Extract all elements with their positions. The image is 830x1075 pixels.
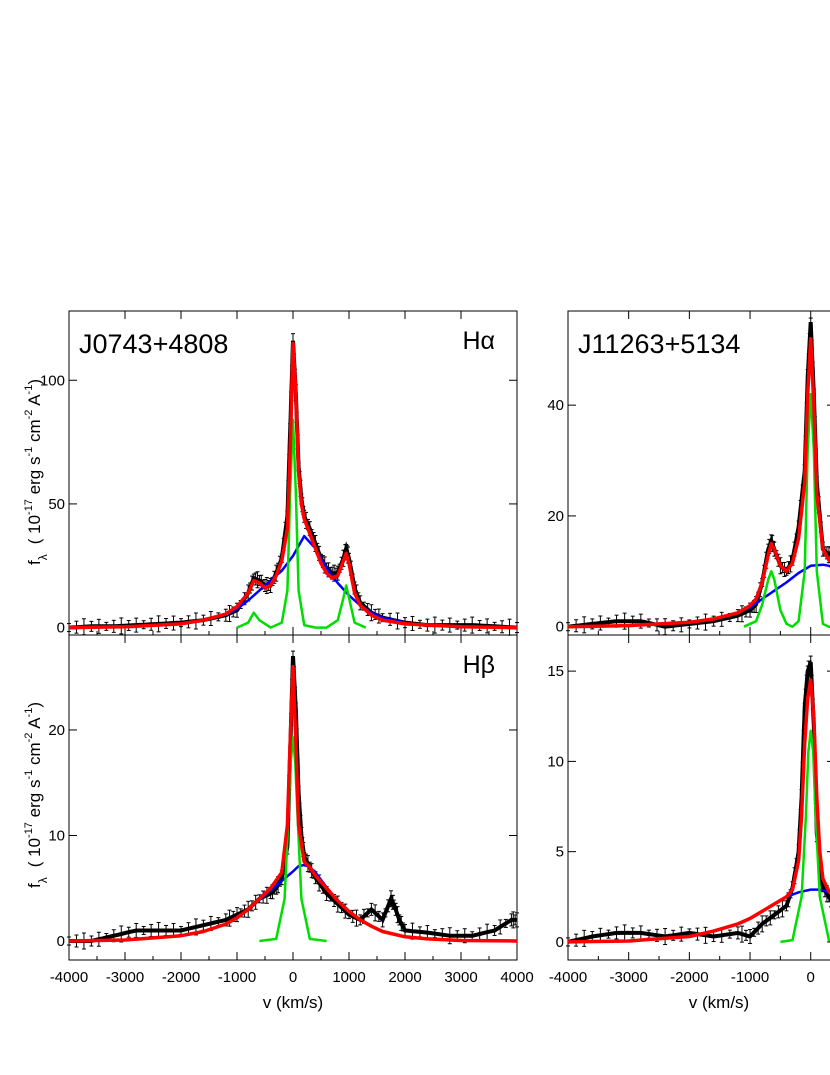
y-unit-open: ( 10 bbox=[25, 838, 44, 867]
object-label: J11263+5134 bbox=[578, 329, 740, 359]
series-narrow-line bbox=[259, 736, 327, 943]
y-axis-label-bottom: fλ( 10-17 erg s-1 cm-2 A-1) bbox=[23, 702, 50, 888]
y-unit-exp2: -1 bbox=[23, 447, 35, 457]
x-tick-label: -4000 bbox=[50, 969, 88, 986]
y-unit-close: ) bbox=[25, 702, 44, 708]
x-tick-label: 0 bbox=[807, 969, 815, 986]
y-axis-label-text: fλ( 10-17 erg s-1 cm-2 A-1) bbox=[23, 702, 50, 888]
panel-2: -4000 -3000 -2000 -1000 0 1000 2000 3000 4000 v (… bbox=[48, 634, 534, 1012]
series-narrow-line bbox=[743, 392, 830, 628]
y-tick-label: 50 bbox=[48, 496, 65, 513]
y-tick-label: 100 bbox=[40, 372, 65, 389]
x-tick-label: 3000 bbox=[444, 969, 477, 986]
y-tick-label: 20 bbox=[547, 508, 564, 525]
y-tick-label: 10 bbox=[547, 753, 564, 770]
y-tick-label: 5 bbox=[556, 844, 564, 861]
y-unit-erg: erg s bbox=[25, 780, 44, 823]
y-tick-label: 40 bbox=[547, 397, 564, 414]
plot-frame bbox=[567, 634, 830, 961]
x-axis-label: v (km/s) bbox=[263, 993, 323, 1012]
x-tick-label: -3000 bbox=[106, 969, 144, 986]
y-unit-exp2: -1 bbox=[23, 770, 35, 780]
y-unit-cm: cm bbox=[25, 742, 44, 769]
plot-frame bbox=[567, 310, 830, 636]
y-tick-label: 0 bbox=[57, 620, 65, 637]
flambda-f: f bbox=[25, 883, 44, 888]
y-unit-exp4: -1 bbox=[23, 385, 35, 395]
y-tick-label: 15 bbox=[547, 663, 564, 680]
line-label: Hα bbox=[462, 327, 495, 355]
series-total-line bbox=[567, 678, 830, 944]
object-label: J0743+4808 bbox=[79, 329, 228, 359]
x-tick-label: -4000 bbox=[549, 969, 587, 986]
y-unit-A: A bbox=[25, 394, 44, 410]
y-tick-label: 0 bbox=[57, 933, 65, 950]
y-tick-label: 0 bbox=[556, 934, 564, 951]
x-tick-label: -2000 bbox=[162, 969, 200, 986]
y-axis-label-text: fλ( 10-17 erg s-1 cm-2 A-1) bbox=[23, 379, 50, 565]
y-unit-close: ) bbox=[25, 379, 44, 385]
y-unit-exp3: -2 bbox=[23, 410, 35, 420]
y-unit-erg: erg s bbox=[25, 457, 44, 500]
x-axis-label: v (km/s) bbox=[689, 993, 749, 1012]
series-total-line bbox=[68, 341, 518, 630]
y-unit-exp1: -17 bbox=[23, 499, 35, 515]
y-unit-exp1: -17 bbox=[23, 822, 35, 838]
y-unit-exp4: -1 bbox=[23, 708, 35, 718]
y-axis-label-top: fλ( 10-17 erg s-1 cm-2 A-1) bbox=[23, 379, 50, 565]
y-unit-A: A bbox=[25, 717, 44, 733]
x-tick-label: -3000 bbox=[609, 969, 647, 986]
panel-4: -4000 -3000 -2000 -1000 0 v (km/s) 0 5 10 15 bbox=[547, 634, 830, 1012]
series-narrow-line bbox=[236, 418, 367, 629]
series-total-line bbox=[68, 664, 518, 943]
x-tick-label: -1000 bbox=[218, 969, 256, 986]
data-spectrum-line bbox=[567, 321, 830, 629]
y-tick-label: 20 bbox=[48, 722, 65, 739]
flambda-sub: λ bbox=[36, 877, 50, 883]
x-tick-label: 1000 bbox=[332, 969, 365, 986]
series-narrow-line bbox=[780, 729, 830, 944]
x-tick-label: -2000 bbox=[670, 969, 708, 986]
panel-3: 0 20 40 J11263+5134 bbox=[547, 310, 830, 636]
series-broad-line bbox=[737, 563, 830, 614]
x-tick-label: 2000 bbox=[388, 969, 421, 986]
y-unit-exp3: -2 bbox=[23, 733, 35, 743]
y-unit-cm: cm bbox=[25, 419, 44, 446]
panel-1: 0 50 100 J0743+4808 Hα bbox=[40, 310, 519, 637]
x-tick-label: -1000 bbox=[731, 969, 769, 986]
series-total-line bbox=[567, 336, 830, 629]
y-unit-open: ( 10 bbox=[25, 515, 44, 544]
flambda-sub: λ bbox=[36, 554, 50, 560]
x-tick-label: 4000 bbox=[500, 969, 533, 986]
flambda-f: f bbox=[25, 560, 44, 565]
y-tick-label: 0 bbox=[556, 619, 564, 636]
x-tick-label: 0 bbox=[289, 969, 297, 986]
line-label: Hβ bbox=[463, 651, 495, 679]
y-tick-label: 10 bbox=[48, 827, 65, 844]
data-spectrum-line bbox=[567, 661, 830, 944]
